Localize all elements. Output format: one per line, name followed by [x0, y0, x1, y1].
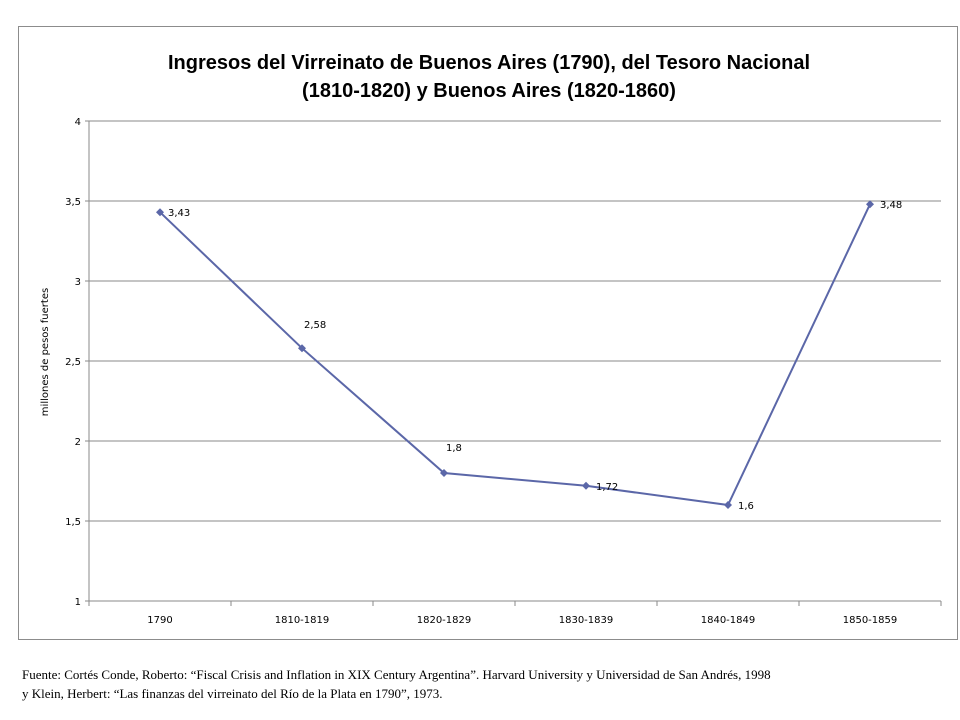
- source-note-line-2: y Klein, Herbert: “Las finanzas del virr…: [22, 686, 443, 701]
- y-tick-label: 3: [75, 277, 81, 288]
- y-axis-label: millones de pesos fuertes: [40, 288, 51, 416]
- x-tick-label: 1850-1859: [843, 615, 898, 626]
- y-tick-label: 1: [75, 597, 81, 608]
- data-point-marker: [440, 469, 448, 477]
- y-tick-label: 1,5: [65, 517, 81, 528]
- y-tick-label: 2: [75, 437, 81, 448]
- source-note-line-1: Fuente: Cortés Conde, Roberto: “Fiscal C…: [22, 667, 771, 682]
- x-tick-label: 1820-1829: [417, 615, 472, 626]
- data-point-marker: [866, 200, 874, 209]
- chart-frame: Ingresos del Virreinato de Buenos Aires …: [18, 26, 958, 640]
- series-line: 3,43 2,58 1,8 1,72 1,6 3,48: [156, 200, 902, 512]
- y-tick-label: 4: [75, 117, 81, 128]
- data-point-marker: [582, 481, 590, 490]
- x-tick-label: 1830-1839: [559, 615, 614, 626]
- data-label: 3,48: [880, 200, 902, 211]
- axes: 1 1,5 2 2,5 3 3,5 4 1790 1810-1819 1820-1829 1830-…: [65, 117, 942, 626]
- x-tick-label: 1790: [147, 615, 172, 626]
- data-label: 1,8: [446, 443, 462, 454]
- y-tick-label: 3,5: [65, 197, 81, 208]
- x-tick-label: 1810-1819: [275, 615, 330, 626]
- data-point-marker: [156, 208, 164, 217]
- line-chart: Ingresos del Virreinato de Buenos Aires …: [40, 52, 942, 626]
- x-tick-label: 1840-1849: [701, 615, 756, 626]
- gridlines: [89, 120, 941, 602]
- data-label: 3,43: [168, 208, 190, 219]
- data-label: 1,72: [596, 482, 618, 493]
- data-point-marker: [724, 501, 732, 509]
- data-point-marker: [298, 344, 306, 353]
- data-label: 1,6: [738, 501, 754, 512]
- y-tick-label: 2,5: [65, 357, 81, 368]
- chart-title-line-1: Ingresos del Virreinato de Buenos Aires …: [168, 52, 810, 74]
- data-label: 2,58: [304, 320, 326, 331]
- chart-title-line-2: (1810-1820) y Buenos Aires (1820-1860): [302, 80, 676, 102]
- series-polyline: [159, 203, 871, 507]
- source-note: Fuente: Cortés Conde, Roberto: “Fiscal C…: [22, 665, 952, 703]
